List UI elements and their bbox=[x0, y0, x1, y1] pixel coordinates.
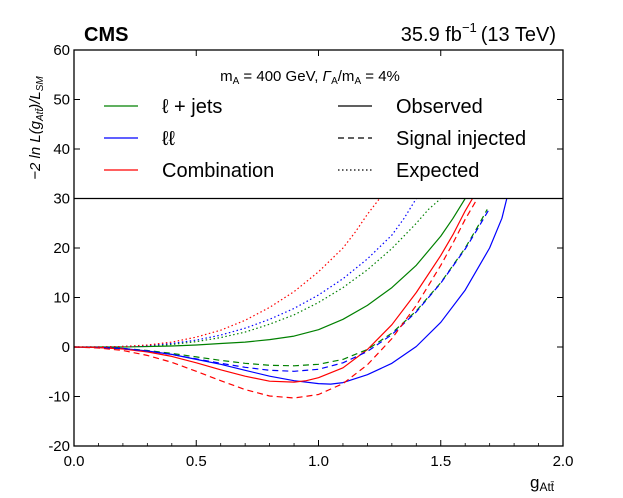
y-tick-label: 0 bbox=[62, 339, 70, 356]
axis-ticks: 0.0 0.5 1.0 1.5 2.0 -20 -10 0 10 20 30 40 50 60 bbox=[48, 42, 573, 470]
series-line-combination-expected bbox=[74, 198, 381, 348]
y-tick-label: 10 bbox=[53, 290, 70, 307]
x-tick-label: 1.5 bbox=[430, 453, 451, 470]
y-tick-label: 50 bbox=[53, 92, 70, 109]
series-line-jets-signal-injected bbox=[74, 209, 488, 367]
legend-label: ℓℓ bbox=[162, 128, 175, 150]
experiment-label: CMS bbox=[84, 24, 128, 46]
x-tick-label: 0.5 bbox=[186, 453, 207, 470]
y-tick-label: 20 bbox=[53, 240, 70, 257]
x-tick-label: 2.0 bbox=[553, 453, 574, 470]
luminosity-label: 35.9 fb−1 (13 TeV) bbox=[401, 20, 556, 46]
legend-label: Expected bbox=[396, 160, 479, 182]
series-line-combination-signal-injected bbox=[74, 198, 478, 399]
y-tick-label: -10 bbox=[48, 389, 70, 406]
series-line-expected bbox=[74, 198, 417, 348]
legend-label: ℓ + jets bbox=[162, 96, 222, 118]
legend-label: Signal injected bbox=[396, 128, 526, 150]
legend-label: Combination bbox=[162, 160, 274, 182]
x-axis-title: gAtt̄ bbox=[530, 473, 555, 494]
series-line-jets-expected bbox=[74, 198, 442, 348]
legend: ℓ + jets ℓℓ Combination Observed Signal inje… bbox=[104, 96, 526, 182]
y-axis-title: −2 ln L(gAtt̄)/LSM bbox=[27, 76, 46, 180]
y-tick-label: 40 bbox=[53, 141, 70, 158]
series-line-jets-observed bbox=[74, 198, 466, 348]
series-group bbox=[74, 198, 508, 399]
mass-width-annotation: mA = 400 GeV, ΓA/mA = 4% bbox=[220, 68, 400, 87]
x-tick-label: 0.0 bbox=[64, 453, 85, 470]
plot-frame bbox=[73, 49, 564, 447]
legend-label: Observed bbox=[396, 96, 483, 118]
series-line-observed bbox=[74, 198, 508, 385]
y-tick-label: -20 bbox=[48, 438, 70, 455]
series-line-signal-injected bbox=[74, 208, 491, 372]
y-tick-label: 30 bbox=[53, 191, 70, 208]
series-line-combination-observed bbox=[74, 198, 474, 383]
y-tick-label: 60 bbox=[53, 42, 70, 59]
x-tick-label: 1.0 bbox=[308, 453, 329, 470]
